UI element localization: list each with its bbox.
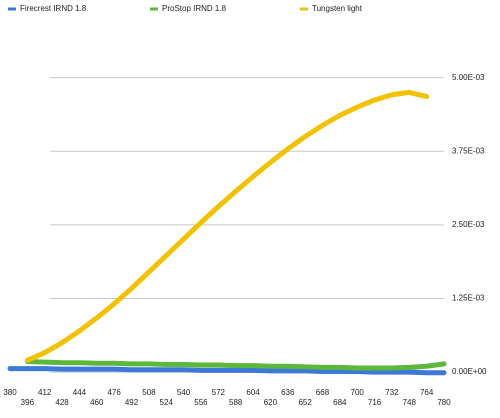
x-tick-label: 684 <box>333 398 347 407</box>
x-tick-label: 572 <box>212 388 226 397</box>
series-line <box>24 359 447 371</box>
y-tick-label: 5.00E-03 <box>452 73 485 82</box>
x-tick-label: 476 <box>107 388 121 397</box>
x-tick-label: 588 <box>229 398 243 407</box>
x-tick-label: 748 <box>403 398 417 407</box>
x-tick-label: 540 <box>177 388 191 397</box>
series-line <box>7 366 447 376</box>
x-tick-label: 508 <box>142 388 156 397</box>
series-line <box>24 89 430 363</box>
legend-label: ProStop IRND 1.8 <box>162 4 227 13</box>
x-tick-label: 700 <box>351 388 365 397</box>
x-tick-label: 652 <box>298 398 312 407</box>
legend-label: Tungsten light <box>312 4 363 13</box>
legend-label: Firecrest IRND 1.8 <box>20 4 87 13</box>
y-tick-label: 1.25E-03 <box>452 294 485 303</box>
x-tick-label: 380 <box>3 388 17 397</box>
x-tick-label: 396 <box>21 398 35 407</box>
x-tick-label: 636 <box>281 388 295 397</box>
x-tick-label: 524 <box>160 398 174 407</box>
y-tick-label: 0.00E+00 <box>452 367 487 376</box>
x-tick-label: 556 <box>194 398 208 407</box>
x-tick-label: 764 <box>420 388 434 397</box>
y-tick-label: 2.50E-03 <box>452 220 485 229</box>
x-tick-label: 604 <box>246 388 260 397</box>
x-tick-label: 620 <box>264 398 278 407</box>
x-tick-label: 668 <box>316 388 330 397</box>
x-tick-label: 732 <box>385 388 399 397</box>
x-tick-label: 780 <box>437 398 451 407</box>
y-tick-label: 3.75E-03 <box>452 146 485 155</box>
x-tick-label: 492 <box>125 398 139 407</box>
x-tick-label: 716 <box>368 398 382 407</box>
x-tick-label: 428 <box>55 398 69 407</box>
x-tick-label: 412 <box>38 388 52 397</box>
x-tick-label: 460 <box>90 398 104 407</box>
x-tick-label: 444 <box>73 388 87 397</box>
